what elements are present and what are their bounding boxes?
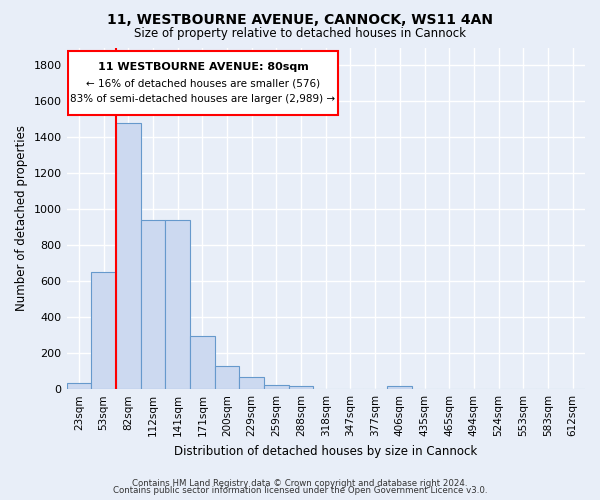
Text: Contains public sector information licensed under the Open Government Licence v3: Contains public sector information licen…: [113, 486, 487, 495]
Bar: [91, 272, 116, 389]
Bar: [388, 386, 412, 389]
Bar: [264, 384, 289, 389]
FancyBboxPatch shape: [68, 51, 338, 115]
Text: Size of property relative to detached houses in Cannock: Size of property relative to detached ho…: [134, 28, 466, 40]
Text: ← 16% of detached houses are smaller (576): ← 16% of detached houses are smaller (57…: [86, 78, 320, 88]
Bar: [215, 366, 239, 389]
Bar: [289, 386, 313, 389]
Bar: [190, 336, 215, 389]
Bar: [140, 220, 165, 389]
Y-axis label: Number of detached properties: Number of detached properties: [15, 126, 28, 312]
X-axis label: Distribution of detached houses by size in Cannock: Distribution of detached houses by size …: [174, 444, 478, 458]
Bar: [116, 123, 140, 389]
Text: 11 WESTBOURNE AVENUE: 80sqm: 11 WESTBOURNE AVENUE: 80sqm: [98, 62, 308, 72]
Text: Contains HM Land Registry data © Crown copyright and database right 2024.: Contains HM Land Registry data © Crown c…: [132, 478, 468, 488]
Bar: [165, 220, 190, 389]
Bar: [239, 378, 264, 389]
Bar: [67, 383, 91, 389]
Text: 11, WESTBOURNE AVENUE, CANNOCK, WS11 4AN: 11, WESTBOURNE AVENUE, CANNOCK, WS11 4AN: [107, 12, 493, 26]
Text: 83% of semi-detached houses are larger (2,989) →: 83% of semi-detached houses are larger (…: [70, 94, 335, 104]
